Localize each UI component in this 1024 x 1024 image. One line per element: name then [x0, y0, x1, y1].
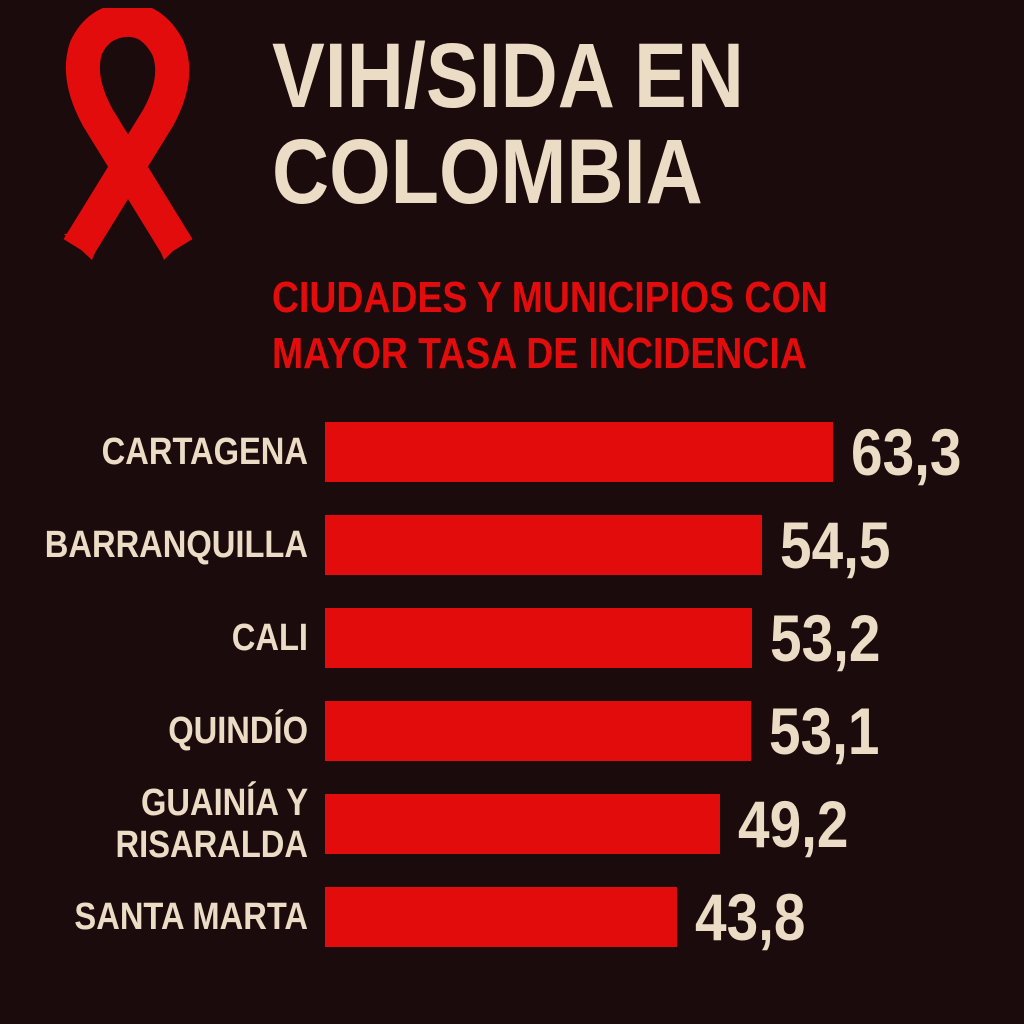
value-label: 43,8 — [694, 880, 805, 954]
value-label: 54,5 — [780, 508, 891, 582]
category-label: GUAINÍA Y RISARALDA — [115, 782, 308, 866]
value-label: 53,1 — [769, 694, 880, 768]
bar — [325, 701, 752, 761]
bar — [325, 422, 833, 482]
value-label: 63,3 — [851, 415, 962, 489]
value-label: 53,2 — [769, 601, 881, 675]
category-label: QUINDÍO — [168, 710, 308, 752]
chart-title: VIH/SIDA EN COLOMBIA — [272, 25, 744, 223]
category-label: SANTA MARTA — [74, 896, 308, 938]
category-label: CALI — [231, 617, 308, 659]
bar — [325, 515, 763, 575]
value-label: 49,2 — [737, 787, 849, 861]
category-label: BARRANQUILLA — [44, 524, 309, 566]
bar — [325, 794, 720, 854]
chart-subtitle: CIUDADES Y MUNICIPIOS CON MAYOR TASA DE … — [272, 273, 828, 378]
bar — [325, 887, 677, 947]
category-label: CARTAGENA — [101, 431, 308, 473]
bar — [325, 608, 752, 668]
ribbon-icon — [63, 8, 193, 260]
